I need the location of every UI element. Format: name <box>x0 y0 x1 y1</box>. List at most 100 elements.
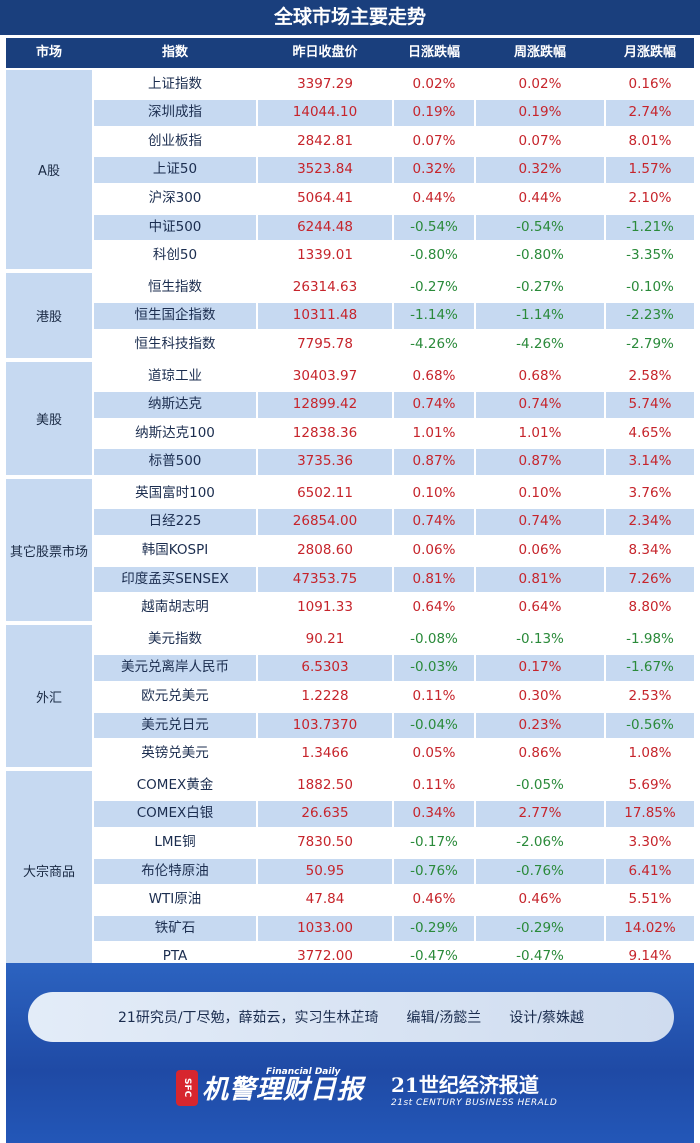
index-name: COMEX白银 <box>94 801 256 828</box>
cell-month: -0.56% <box>606 712 694 739</box>
cell-month: 8.34% <box>606 538 694 564</box>
index-name: 标普500 <box>94 449 256 475</box>
cell-day: 0.64% <box>394 595 474 621</box>
market-label: 美股 <box>6 362 92 476</box>
cell-month: -2.23% <box>606 303 694 329</box>
index-name: 上证50 <box>94 157 256 183</box>
header-cell: 指数 <box>161 45 188 60</box>
cell-week: -0.13% <box>476 626 604 653</box>
market-label: A股 <box>6 70 92 270</box>
cell-month: 2.58% <box>606 363 694 390</box>
cell-week: -1.14% <box>476 303 604 329</box>
cell-day: 0.74% <box>394 392 474 418</box>
index-name: 深圳成指 <box>94 100 256 126</box>
cell-week: -4.26% <box>476 331 604 358</box>
cell-month: 3.30% <box>606 830 694 856</box>
footer: 21研究员/丁尽勉，薛茹云，实习生林芷琦 编辑/汤懿兰 设计/蔡姝越 SFC 机… <box>6 963 694 1143</box>
market-group: A股 上证指数 3397.29 0.02% 0.02% 0.16% 深圳成指 14044.10… <box>6 70 694 270</box>
cell-close: 90.21 <box>258 626 392 653</box>
cell-day: -1.14% <box>394 303 474 329</box>
cell-month: 2.74% <box>606 100 694 126</box>
index-name: 越南胡志明 <box>94 595 256 621</box>
cell-month: 8.80% <box>606 595 694 621</box>
cell-day: -4.26% <box>394 331 474 358</box>
market-label: 港股 <box>6 273 92 358</box>
cell-week: 2.77% <box>476 801 604 828</box>
cell-close: 1091.33 <box>258 595 392 621</box>
index-name: 铁矿石 <box>94 915 256 942</box>
header-cell: 月涨跌幅 <box>623 45 676 60</box>
cell-week: -0.27% <box>476 274 604 301</box>
cell-day: -0.04% <box>394 712 474 739</box>
credit-designer: 设计/蔡姝越 <box>509 1010 584 1026</box>
cell-month: 3.76% <box>606 480 694 507</box>
cell-week: 0.06% <box>476 538 604 564</box>
cell-close: 1033.00 <box>258 915 392 942</box>
cell-week: 0.10% <box>476 480 604 507</box>
business-herald-name: 21世纪经济报道 <box>391 1073 539 1097</box>
index-name: 欧元兑美元 <box>94 684 256 710</box>
market-label: 其它股票市场 <box>6 479 92 622</box>
cell-week: 0.68% <box>476 363 604 390</box>
header-cell: 昨日收盘价 <box>292 45 358 60</box>
cell-close: 12899.42 <box>258 392 392 418</box>
cell-close: 1339.01 <box>258 243 392 269</box>
market-label: 外汇 <box>6 625 92 768</box>
page-title: 全球市场主要走势 <box>0 0 700 35</box>
cell-day: -0.17% <box>394 830 474 856</box>
cell-month: 5.74% <box>606 392 694 418</box>
cell-week: 0.32% <box>476 157 604 183</box>
cell-month: 4.65% <box>606 420 694 447</box>
business-herald-logo: 21世纪经济报道 21st CENTURY BUSINESS HERALD <box>391 1069 557 1108</box>
cell-close: 103.7370 <box>258 712 392 739</box>
cell-day: -0.08% <box>394 626 474 653</box>
index-name: 恒生指数 <box>94 274 256 301</box>
credits-bar: 21研究员/丁尽勉，薛茹云，实习生林芷琦 编辑/汤懿兰 设计/蔡姝越 <box>28 992 674 1042</box>
cell-week: -2.06% <box>476 830 604 856</box>
header-cell: 市场 <box>35 45 62 60</box>
cell-close: 7830.50 <box>258 830 392 856</box>
index-name: 中证500 <box>94 214 256 241</box>
credit-editor: 编辑/汤懿兰 <box>406 1010 482 1026</box>
financial-daily-logo: SFC 机警理财日报 Financial Daily <box>176 1067 364 1106</box>
cell-close: 2808.60 <box>258 538 392 564</box>
cell-close: 50.95 <box>258 858 392 885</box>
cell-month: 1.08% <box>606 741 694 767</box>
cell-week: -0.05% <box>476 772 604 799</box>
index-name: 道琼工业 <box>94 363 256 390</box>
cell-close: 1.3466 <box>258 741 392 767</box>
cell-week: 0.30% <box>476 684 604 710</box>
cell-week: 0.86% <box>476 741 604 767</box>
cell-close: 47353.75 <box>258 566 392 593</box>
cell-day: 0.10% <box>394 480 474 507</box>
cell-month: 3.14% <box>606 449 694 475</box>
cell-close: 14044.10 <box>258 100 392 126</box>
cell-day: 0.02% <box>394 71 474 98</box>
cell-week: 0.74% <box>476 509 604 536</box>
index-name: LME铜 <box>94 830 256 856</box>
cell-week: 0.81% <box>476 566 604 593</box>
cell-close: 47.84 <box>258 887 392 913</box>
cell-close: 7795.78 <box>258 331 392 358</box>
cell-month: -2.79% <box>606 331 694 358</box>
cell-week: 0.46% <box>476 887 604 913</box>
index-name: 恒生国企指数 <box>94 303 256 329</box>
cell-day: -0.54% <box>394 214 474 241</box>
cell-close: 12838.36 <box>258 420 392 447</box>
cell-close: 30403.97 <box>258 363 392 390</box>
cell-close: 3735.36 <box>258 449 392 475</box>
cell-day: 1.01% <box>394 420 474 447</box>
cell-close: 26.635 <box>258 801 392 828</box>
cell-day: 0.87% <box>394 449 474 475</box>
index-name: 美元兑离岸人民币 <box>94 655 256 682</box>
cell-month: 6.41% <box>606 858 694 885</box>
market-group: 美股 道琼工业 30403.97 0.68% 0.68% 2.58% 纳斯达克 12899.4… <box>6 362 694 476</box>
index-name: 上证指数 <box>94 71 256 98</box>
cell-day: -0.27% <box>394 274 474 301</box>
cell-week: 1.01% <box>476 420 604 447</box>
cell-week: -0.80% <box>476 243 604 269</box>
index-name: 科创50 <box>94 243 256 269</box>
cell-week: 0.87% <box>476 449 604 475</box>
cell-week: 0.07% <box>476 128 604 155</box>
cell-month: 7.26% <box>606 566 694 593</box>
